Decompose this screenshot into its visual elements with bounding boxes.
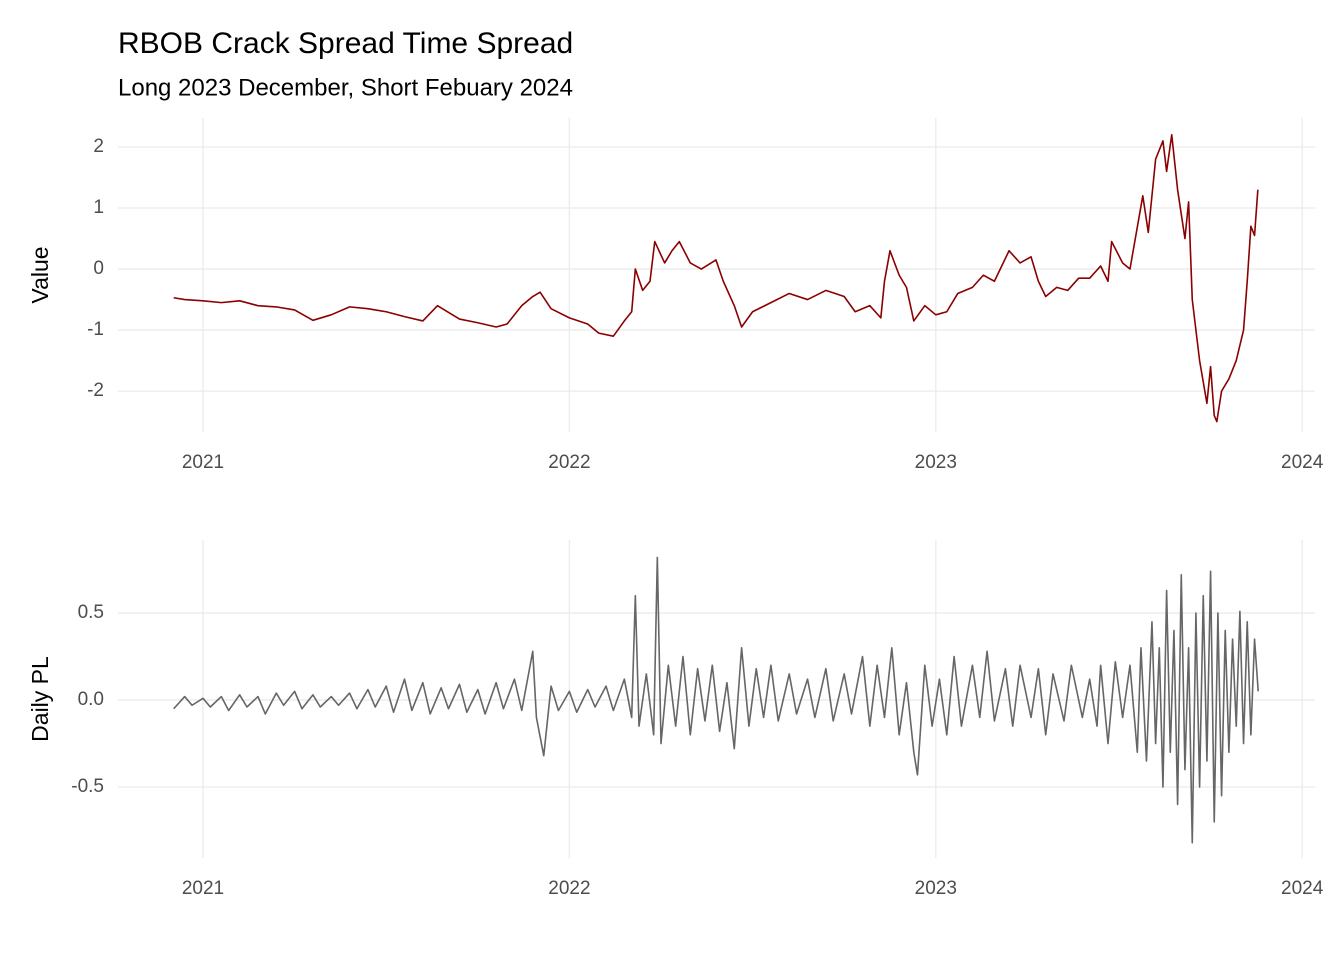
chart-title: RBOB Crack Spread Time Spread bbox=[118, 27, 573, 60]
y-axis-label: Daily PL bbox=[27, 656, 53, 742]
y-tick-label: 0.5 bbox=[78, 602, 104, 623]
y-tick-label: 0.0 bbox=[78, 689, 104, 710]
x-tick-label: 2023 bbox=[915, 878, 957, 899]
data-line bbox=[173, 133, 1259, 423]
y-tick-label: 0 bbox=[93, 258, 104, 279]
data-line bbox=[173, 556, 1260, 844]
x-tick-label: 2022 bbox=[548, 878, 590, 899]
y-tick-label: 2 bbox=[93, 136, 104, 157]
y-tick-label: -1 bbox=[87, 319, 104, 340]
y-tick-label: -0.5 bbox=[71, 776, 104, 797]
y-tick-label: 1 bbox=[93, 197, 104, 218]
x-tick-label: 2021 bbox=[182, 878, 224, 899]
x-tick-label: 2022 bbox=[548, 452, 590, 473]
x-tick-label: 2024 bbox=[1281, 878, 1324, 899]
y-tick-label: -2 bbox=[87, 380, 104, 401]
chart-subtitle: Long 2023 December, Short Febuary 2024 bbox=[118, 74, 573, 101]
x-tick-label: 2023 bbox=[915, 452, 957, 473]
y-axis-label: Value bbox=[27, 246, 53, 303]
x-tick-label: 2021 bbox=[182, 452, 224, 473]
x-tick-label: 2024 bbox=[1281, 452, 1324, 473]
